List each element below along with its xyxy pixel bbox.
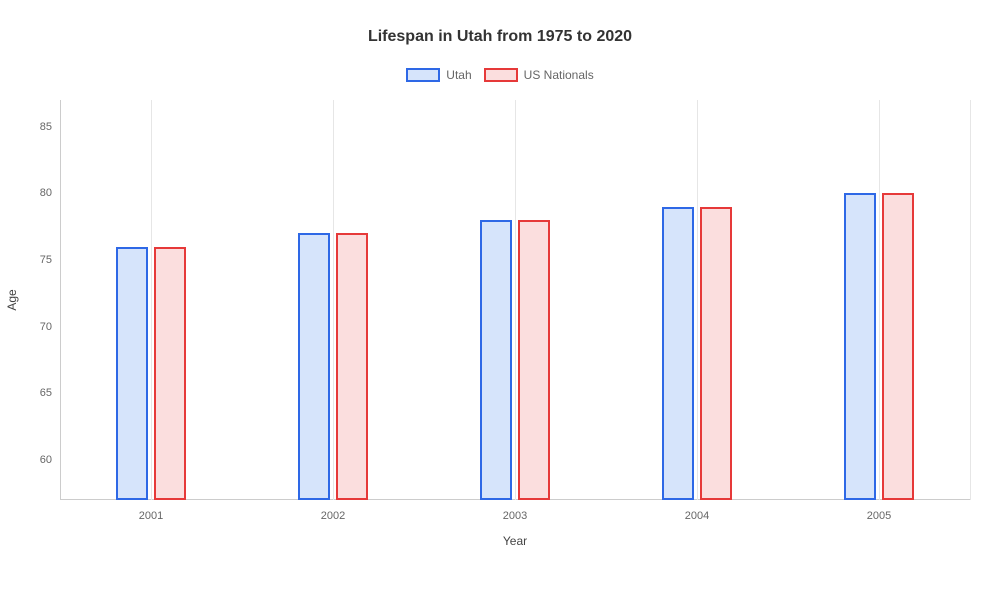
x-axis-label: Year	[503, 534, 527, 548]
bar	[700, 207, 732, 500]
y-tick: 75	[22, 254, 52, 266]
x-tick: 2001	[139, 510, 163, 522]
legend-item-usnationals: US Nationals	[484, 68, 594, 82]
bar	[480, 220, 512, 500]
x-tick: 2002	[321, 510, 345, 522]
bar	[336, 233, 368, 500]
gridline-vertical	[970, 100, 971, 500]
bar	[518, 220, 550, 500]
x-tick: 2004	[685, 510, 709, 522]
y-tick: 85	[22, 121, 52, 133]
legend-item-utah: Utah	[406, 68, 471, 82]
gridline-vertical	[697, 100, 698, 500]
bar	[662, 207, 694, 500]
bar	[116, 247, 148, 500]
y-axis-line	[60, 100, 61, 500]
y-tick: 70	[22, 321, 52, 333]
chart-title: Lifespan in Utah from 1975 to 2020	[0, 28, 1000, 46]
bar	[844, 193, 876, 500]
legend: Utah US Nationals	[0, 68, 1000, 82]
gridline-vertical	[333, 100, 334, 500]
bar	[154, 247, 186, 500]
gridline-vertical	[515, 100, 516, 500]
plot-area: Age Year 6065707580852001200220032004200…	[60, 100, 970, 500]
bar	[298, 233, 330, 500]
legend-swatch-usnationals	[484, 68, 518, 82]
x-tick: 2005	[867, 510, 891, 522]
bar	[882, 193, 914, 500]
legend-label-usnationals: US Nationals	[524, 68, 594, 82]
x-tick: 2003	[503, 510, 527, 522]
legend-label-utah: Utah	[446, 68, 471, 82]
gridline-vertical	[879, 100, 880, 500]
legend-swatch-utah	[406, 68, 440, 82]
y-axis-label: Age	[5, 289, 19, 310]
y-tick: 60	[22, 454, 52, 466]
gridline-vertical	[151, 100, 152, 500]
y-tick: 65	[22, 387, 52, 399]
y-tick: 80	[22, 187, 52, 199]
